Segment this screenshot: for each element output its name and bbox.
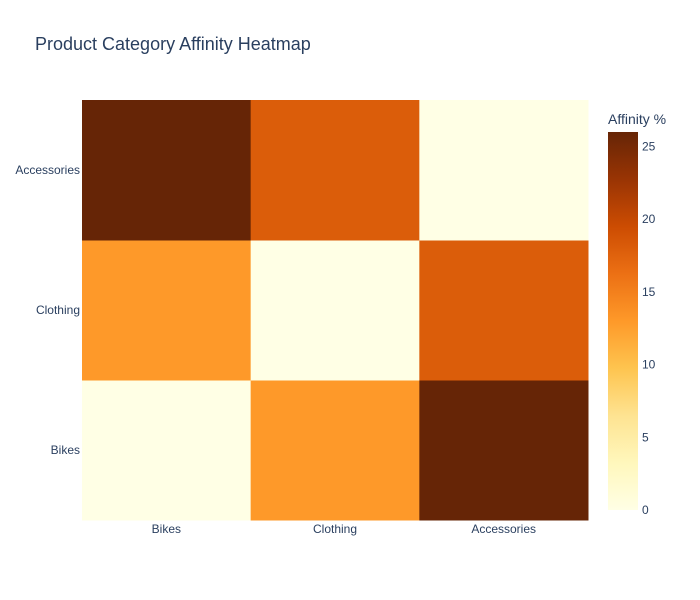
colorbar-tick-label: 20 [642, 212, 656, 226]
heatmap-cells [82, 100, 589, 521]
heatmap-cell [250, 380, 420, 521]
y-tick-label: Bikes [51, 443, 80, 457]
heatmap-cell [82, 380, 252, 521]
colorbar-title: Affinity % [608, 111, 666, 127]
heatmap-cell [82, 100, 252, 241]
colorbar-tick-label: 10 [642, 358, 656, 372]
y-tick-label: Clothing [36, 303, 80, 317]
colorbar-ticks: 0 5 10 15 20 25 [642, 140, 656, 517]
colorbar-tick-label: 0 [642, 503, 649, 517]
colorbar-tick-label: 25 [642, 140, 656, 154]
heatmap-cell [419, 100, 589, 241]
heatmap-cell [419, 240, 589, 381]
x-tick-label: Bikes [152, 522, 181, 536]
y-axis-ticks: Bikes Clothing Accessories [15, 163, 80, 457]
colorbar-tick-label: 15 [642, 285, 656, 299]
heatmap-cell [82, 240, 252, 381]
colorbar-gradient [608, 132, 638, 510]
colorbar-tick-label: 5 [642, 430, 649, 444]
heatmap-cell [250, 240, 420, 381]
heatmap-cell [419, 380, 589, 521]
colorbar: Affinity % 0 5 10 15 20 25 [608, 111, 666, 517]
x-tick-label: Clothing [313, 522, 357, 536]
heatmap-cell [250, 100, 420, 241]
x-tick-label: Accessories [471, 522, 536, 536]
y-tick-label: Accessories [15, 163, 80, 177]
x-axis-ticks: Bikes Clothing Accessories [152, 522, 536, 536]
chart-title: Product Category Affinity Heatmap [35, 34, 311, 54]
